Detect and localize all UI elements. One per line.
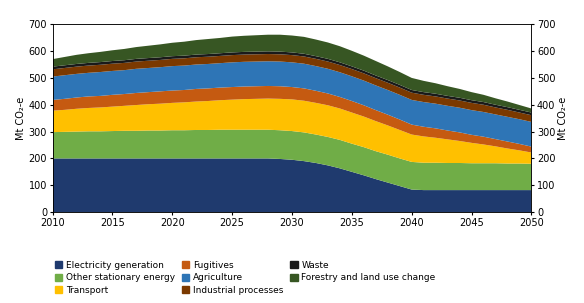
Y-axis label: Mt CO₂-e: Mt CO₂-e [16, 97, 26, 140]
Legend: Electricity generation, Other stationary energy, Transport, Fugitives, Agricultu: Electricity generation, Other stationary… [51, 257, 439, 298]
Y-axis label: Mt CO₂-e: Mt CO₂-e [558, 97, 568, 140]
